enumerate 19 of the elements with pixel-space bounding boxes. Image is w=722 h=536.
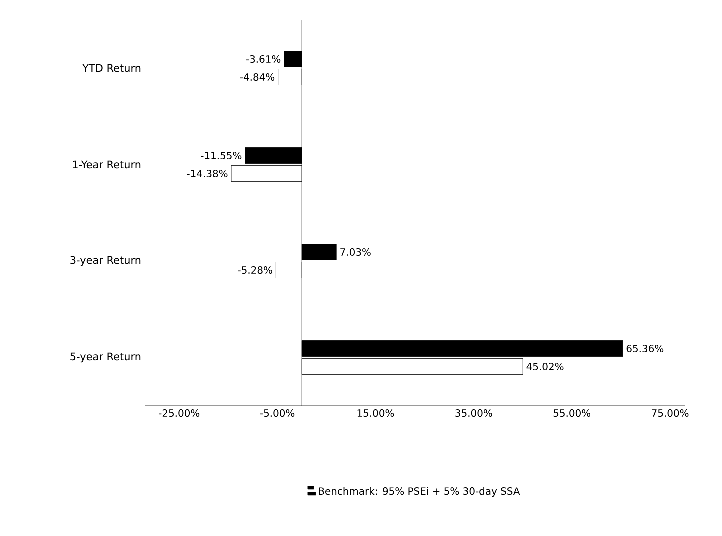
data-label: -11.55% <box>201 152 242 160</box>
data-label: -3.61% <box>246 55 281 64</box>
data-label: -5.28% <box>238 266 272 274</box>
data-label: 65.36% <box>626 344 664 353</box>
y-tick-label: 5-year Return <box>70 352 141 363</box>
y-tick-label: YTD Return <box>82 64 141 72</box>
x-tick-label: 35.00% <box>456 410 492 418</box>
data-label: 7.03% <box>340 248 371 256</box>
legend-label: Benchmark: 95% PSEi + 5% 30-day SSA <box>319 487 520 498</box>
data-label: -4.84% <box>240 73 275 82</box>
data-label: 45.02% <box>526 362 564 371</box>
y-tick-label: 1-Year Return <box>73 160 141 169</box>
x-tick-label: -25.00% <box>159 410 200 418</box>
x-tick-label: 55.00% <box>554 410 591 418</box>
data-label: -14.38% <box>187 170 228 178</box>
y-tick-label: 3-year Return <box>70 256 141 266</box>
x-tick-label: 75.00% <box>652 410 689 418</box>
x-tick-label: 15.00% <box>358 410 394 418</box>
x-tick-label: -5.00% <box>260 410 295 418</box>
